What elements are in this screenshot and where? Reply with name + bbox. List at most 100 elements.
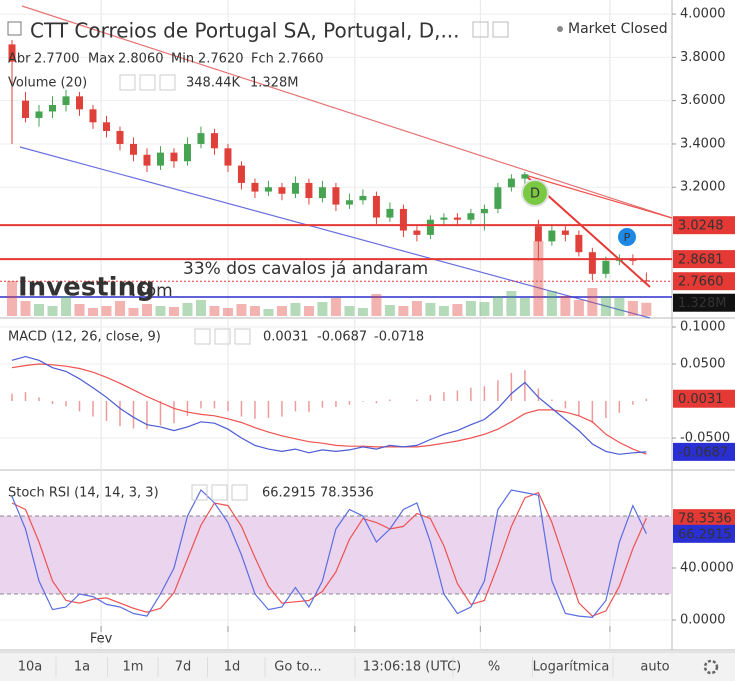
volume-bar — [101, 306, 112, 316]
volume-bar — [74, 304, 85, 316]
candle-body — [548, 230, 556, 242]
candle-body — [102, 122, 110, 131]
ohlc-value: 2.8060 — [118, 52, 164, 67]
toolbar-button[interactable]: 1m — [123, 660, 144, 675]
axis-tag — [673, 524, 735, 543]
candle-body — [22, 100, 30, 118]
volume-bar — [114, 301, 125, 316]
collapse-icon[interactable] — [7, 21, 22, 36]
candle-body — [372, 195, 380, 218]
volume-bar — [209, 306, 220, 316]
candle-body — [75, 96, 83, 110]
stoch-k-value: 66.2915 — [262, 486, 316, 501]
toolbar-button[interactable]: % — [488, 660, 500, 675]
y-tick-label: 40.0000 — [680, 560, 734, 575]
volume-bar — [20, 301, 31, 316]
eye-icon[interactable] — [119, 74, 136, 91]
volume-value: 1.328M — [250, 76, 298, 91]
volume-bar — [641, 302, 652, 316]
volume-bar — [222, 308, 233, 316]
settings-icon[interactable] — [703, 659, 719, 675]
axis-tag — [673, 293, 735, 312]
volume-bar — [182, 303, 193, 316]
toolbar-button[interactable]: 7d — [175, 660, 192, 675]
candle-body — [264, 187, 272, 192]
volume-bar — [249, 306, 260, 316]
candle-body — [413, 230, 421, 235]
axis-tag-label: 1.328M — [678, 296, 726, 311]
eye-icon[interactable] — [194, 328, 211, 345]
candle-body — [197, 133, 205, 144]
volume-bar — [330, 298, 341, 316]
candle-body — [291, 182, 299, 194]
candle-body — [507, 178, 515, 188]
volume-bar — [600, 296, 611, 316]
axis-tag-label: 0.0031 — [678, 392, 724, 407]
volume-bar — [155, 306, 166, 316]
eye-icon[interactable] — [191, 484, 208, 501]
volume-bar — [357, 308, 368, 316]
candle-body — [453, 217, 461, 220]
y-tick-label: 3.2000 — [680, 180, 726, 195]
toolbar-button[interactable]: 1d — [224, 660, 241, 675]
candle-body — [224, 148, 232, 166]
ohlc-value: 2.7700 — [34, 52, 80, 67]
close-icon[interactable] — [159, 74, 176, 91]
band — [0, 516, 672, 594]
macd-line — [11, 355, 647, 455]
candle-body — [62, 96, 70, 105]
marker[interactable] — [618, 228, 636, 246]
candle-body — [440, 217, 448, 220]
volume-bar — [560, 296, 571, 316]
candle-body — [143, 154, 151, 166]
settings-icon[interactable] — [211, 484, 228, 501]
volume-bar — [128, 308, 139, 316]
x-tick-label: Fev — [90, 632, 113, 647]
toolbar-button[interactable]: Logarítmica — [533, 660, 610, 675]
volume-bar — [425, 303, 436, 316]
candle-body — [602, 260, 610, 274]
settings-icon[interactable] — [492, 21, 509, 38]
ohlc-value: 2.7620 — [198, 52, 244, 67]
chart-title: CTT Correios de Portugal SA, Portugal, D… — [30, 19, 460, 43]
volume-bar — [384, 305, 395, 316]
candle-body — [305, 182, 313, 199]
close-icon[interactable] — [231, 484, 248, 501]
candle-body — [251, 182, 259, 192]
settings-icon[interactable] — [139, 74, 156, 91]
candle-body — [116, 130, 124, 144]
volume-bar — [627, 301, 638, 316]
candle-body — [170, 152, 178, 162]
volume-bar — [411, 301, 422, 316]
marker[interactable] — [521, 179, 549, 207]
volume-bar — [60, 296, 71, 316]
axis-tag — [673, 389, 735, 408]
close-icon[interactable] — [234, 328, 251, 345]
volume-bar — [195, 300, 206, 316]
candle-body — [642, 280, 650, 282]
toolbar-button[interactable]: Go to... — [274, 660, 321, 675]
candle-body — [129, 143, 137, 155]
ohlc-label: Max — [88, 52, 115, 67]
candle-body — [359, 195, 367, 201]
toolbar-button[interactable]: 1a — [74, 660, 90, 675]
eye-icon[interactable] — [472, 21, 489, 38]
toolbar-button[interactable]: 10a — [18, 660, 43, 675]
axis-tag-label: 2.7660 — [678, 275, 724, 290]
axis-tag — [673, 442, 735, 461]
volume-bar — [168, 307, 179, 316]
settings-icon[interactable] — [214, 328, 231, 345]
candle-body — [210, 133, 218, 149]
toolbar-button[interactable]: 13:06:18 (UTC) — [363, 660, 461, 675]
volume-bar — [317, 302, 328, 316]
volume-bar — [438, 306, 449, 316]
volume-bar — [371, 294, 382, 316]
trendline — [21, 5, 673, 219]
ohlc-value: 2.7660 — [278, 52, 324, 67]
volume-bar — [141, 304, 152, 316]
toolbar-button[interactable]: auto — [640, 660, 669, 675]
axis-tag — [673, 272, 735, 291]
stoch-label: Stoch RSI (14, 14, 3, 3) — [8, 486, 159, 501]
marker-label: P — [624, 231, 631, 244]
